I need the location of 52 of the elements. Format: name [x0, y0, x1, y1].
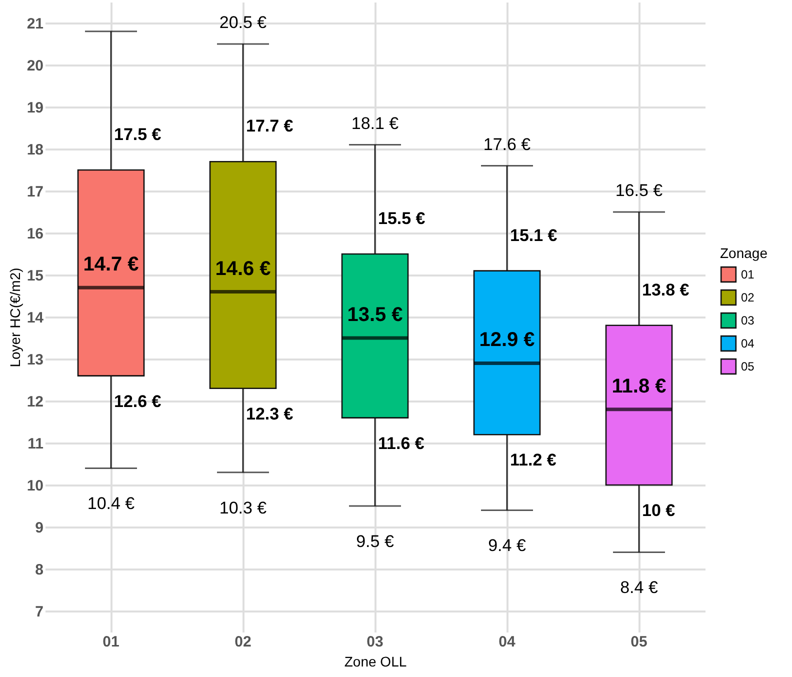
y-tick-label: 15	[26, 268, 44, 284]
annotation: 10.4 €	[87, 494, 136, 514]
annotation: 10.3 €	[219, 498, 268, 518]
y-tick-label: 14	[26, 310, 44, 326]
annotation: 13.8 €	[642, 280, 690, 300]
y-tick-label: 17	[26, 184, 44, 200]
annotation: 15.1 €	[510, 226, 558, 245]
legend-label: 03	[741, 314, 755, 328]
annotation: 9.5 €	[356, 532, 394, 551]
legend-label: 02	[741, 290, 755, 304]
x-axis-title: Zone OLL	[344, 654, 407, 670]
annotation: 9.4 €	[488, 536, 526, 556]
annotation: 18.1 €	[351, 114, 400, 133]
x-tick-label: 05	[630, 634, 648, 650]
y-tick-label: 10	[26, 478, 44, 494]
annotation: 11.8 €	[612, 375, 666, 398]
x-tick-label: 04	[498, 634, 516, 650]
annotation: 15.5 €	[378, 209, 426, 228]
annotation: 17.6 €	[483, 134, 532, 154]
annotation: 20.5 €	[219, 13, 268, 32]
annotation: 17.5 €	[114, 125, 162, 144]
y-tick-label: 9	[35, 520, 44, 536]
annotation: 11.2 €	[510, 450, 557, 470]
x-tick-label: 03	[366, 634, 384, 650]
x-tick-label: 01	[102, 634, 120, 650]
x-tick-label: 02	[234, 634, 252, 650]
y-tick-label: 18	[26, 142, 44, 158]
annotation: 12.9 €	[479, 329, 535, 352]
annotation: 17.7 €	[246, 116, 294, 136]
legend-title: Zonage	[720, 245, 768, 261]
annotation: 8.4 €	[620, 578, 658, 598]
y-tick-label: 8	[35, 562, 44, 578]
legend-label: 05	[741, 360, 755, 374]
annotation: 16.5 €	[615, 181, 664, 200]
y-tick-label: 20	[26, 58, 44, 74]
annotation: 13.5 €	[347, 304, 403, 326]
legend-label: 01	[741, 268, 755, 282]
legend-label: 04	[741, 336, 755, 350]
annotation: 10 €	[642, 501, 676, 520]
y-tick-label: 21	[26, 16, 44, 32]
annotation: 11.6 €	[378, 434, 425, 453]
y-tick-label: 7	[35, 604, 44, 620]
y-tick-label: 11	[28, 436, 44, 452]
annotation: 12.6 €	[114, 392, 162, 411]
annotation: 14.6 €	[215, 258, 271, 280]
annotation: 12.3 €	[246, 404, 294, 424]
y-tick-label: 19	[26, 100, 44, 116]
y-tick-label: 12	[26, 394, 44, 410]
y-axis-title: Loyer HC(€/m2)	[6, 268, 23, 368]
annotation: 14.7 €	[83, 254, 139, 276]
y-tick-label: 16	[26, 226, 44, 242]
y-tick-label: 13	[26, 352, 44, 368]
